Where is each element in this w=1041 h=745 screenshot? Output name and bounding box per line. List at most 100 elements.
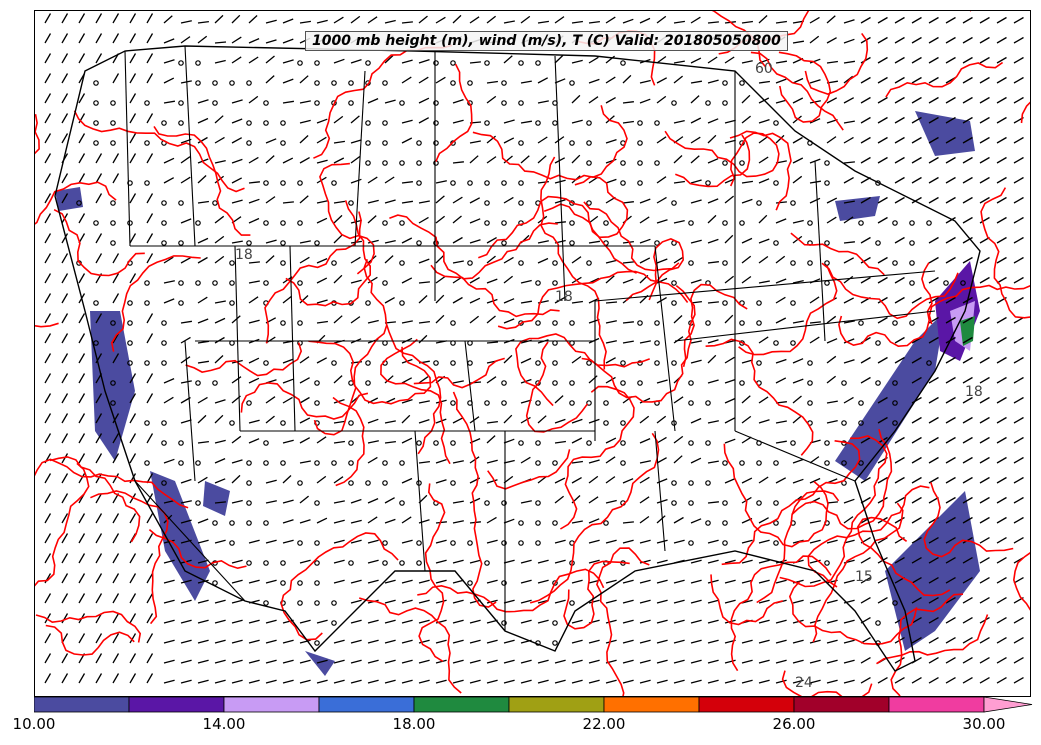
calm-wind-circle (654, 320, 660, 326)
wind-barb (979, 96, 990, 104)
state-border (354, 70, 366, 247)
wind-barb (486, 639, 498, 644)
wind-barb (690, 279, 702, 284)
calm-wind-circle (484, 200, 490, 206)
wind-barb (792, 378, 804, 384)
wind-barb (690, 619, 702, 624)
wind-barb (61, 593, 69, 604)
calm-wind-circle (280, 120, 286, 126)
calm-wind-circle (246, 480, 252, 486)
wind-barb (401, 377, 413, 384)
wind-barb (639, 340, 651, 344)
wind-barb (843, 659, 855, 664)
wind-barb (741, 359, 753, 364)
wind-barb (231, 158, 243, 164)
wind-barb (520, 456, 531, 464)
calm-wind-circle (416, 140, 422, 146)
wind-barb (486, 579, 498, 584)
wind-barb (469, 315, 480, 324)
wind-barb (299, 195, 309, 204)
wind-barb (520, 120, 533, 124)
wind-barb (928, 416, 939, 424)
wind-barb (622, 278, 634, 284)
wind-barb (741, 559, 753, 564)
wind-barb (911, 516, 922, 524)
wind-barb (860, 196, 871, 204)
wind-barb (384, 375, 394, 384)
wind-barb (112, 433, 120, 444)
calm-wind-circle (807, 220, 813, 226)
wind-barb (554, 599, 566, 604)
wind-barb (112, 33, 120, 44)
temperature-contour (559, 385, 635, 530)
calm-wind-circle (518, 180, 524, 186)
wind-barb (809, 599, 821, 604)
wind-barb (95, 573, 103, 584)
wind-barb (673, 336, 684, 344)
contour-label: 18 (555, 289, 573, 305)
wind-barb (282, 475, 292, 484)
wind-barb (78, 473, 86, 484)
calm-wind-circle (280, 420, 286, 426)
calm-wind-circle (722, 80, 728, 86)
calm-wind-circle (161, 360, 167, 366)
wind-barb (605, 301, 618, 304)
calm-wind-circle (501, 100, 507, 106)
wind-barb (911, 296, 922, 304)
wind-barb (707, 261, 719, 264)
wind-barb (826, 659, 838, 664)
calm-wind-circle (722, 520, 728, 526)
wind-barb (690, 239, 702, 244)
wind-barb (792, 539, 804, 544)
wind-barb (1013, 636, 1024, 644)
wind-barb (316, 357, 328, 364)
calm-wind-circle (688, 440, 694, 446)
wind-barb (622, 261, 634, 264)
wind-barb (435, 579, 447, 584)
wind-barb (44, 413, 52, 424)
wind-barb (112, 293, 120, 304)
wind-barb (520, 416, 531, 424)
wind-barb (843, 639, 855, 644)
wind-barb (214, 501, 226, 504)
wind-barb (707, 56, 718, 64)
wind-barb (809, 79, 821, 84)
wind-barb (1013, 356, 1024, 364)
wind-barb (826, 136, 837, 144)
calm-wind-circle (603, 400, 609, 406)
calm-wind-circle (586, 160, 592, 166)
state-borders (54, 45, 981, 672)
wind-barb (877, 116, 888, 124)
wind-barb (928, 296, 939, 304)
wind-barb (299, 377, 310, 384)
wind-barb (163, 59, 175, 64)
wind-barb (61, 173, 69, 184)
wind-barb (945, 296, 956, 304)
wind-barb (792, 219, 804, 224)
wind-barb (61, 333, 69, 344)
wind-barb (707, 79, 719, 84)
calm-wind-circle (399, 260, 405, 266)
calm-wind-circle (212, 280, 218, 286)
state-border (134, 480, 246, 602)
calm-wind-circle (858, 320, 864, 326)
wind-barb (928, 336, 939, 344)
wind-barb (197, 237, 209, 244)
wind-barb (44, 13, 52, 24)
calm-wind-circle (739, 460, 745, 466)
wind-barb (95, 313, 103, 324)
wind-barb (860, 256, 871, 264)
wind-barb (945, 616, 956, 624)
wind-barb (877, 676, 888, 684)
wind-barb (571, 520, 583, 524)
wind-barb (248, 198, 260, 204)
temperature-contour (53, 208, 145, 277)
wind-barb (316, 619, 328, 624)
calm-wind-circle (178, 100, 184, 106)
wind-barb (758, 255, 769, 264)
wind-barb (945, 456, 956, 464)
wind-barb (911, 96, 922, 104)
wind-barb (996, 656, 1007, 664)
wind-barb (656, 297, 667, 304)
wind-barb (775, 20, 787, 24)
